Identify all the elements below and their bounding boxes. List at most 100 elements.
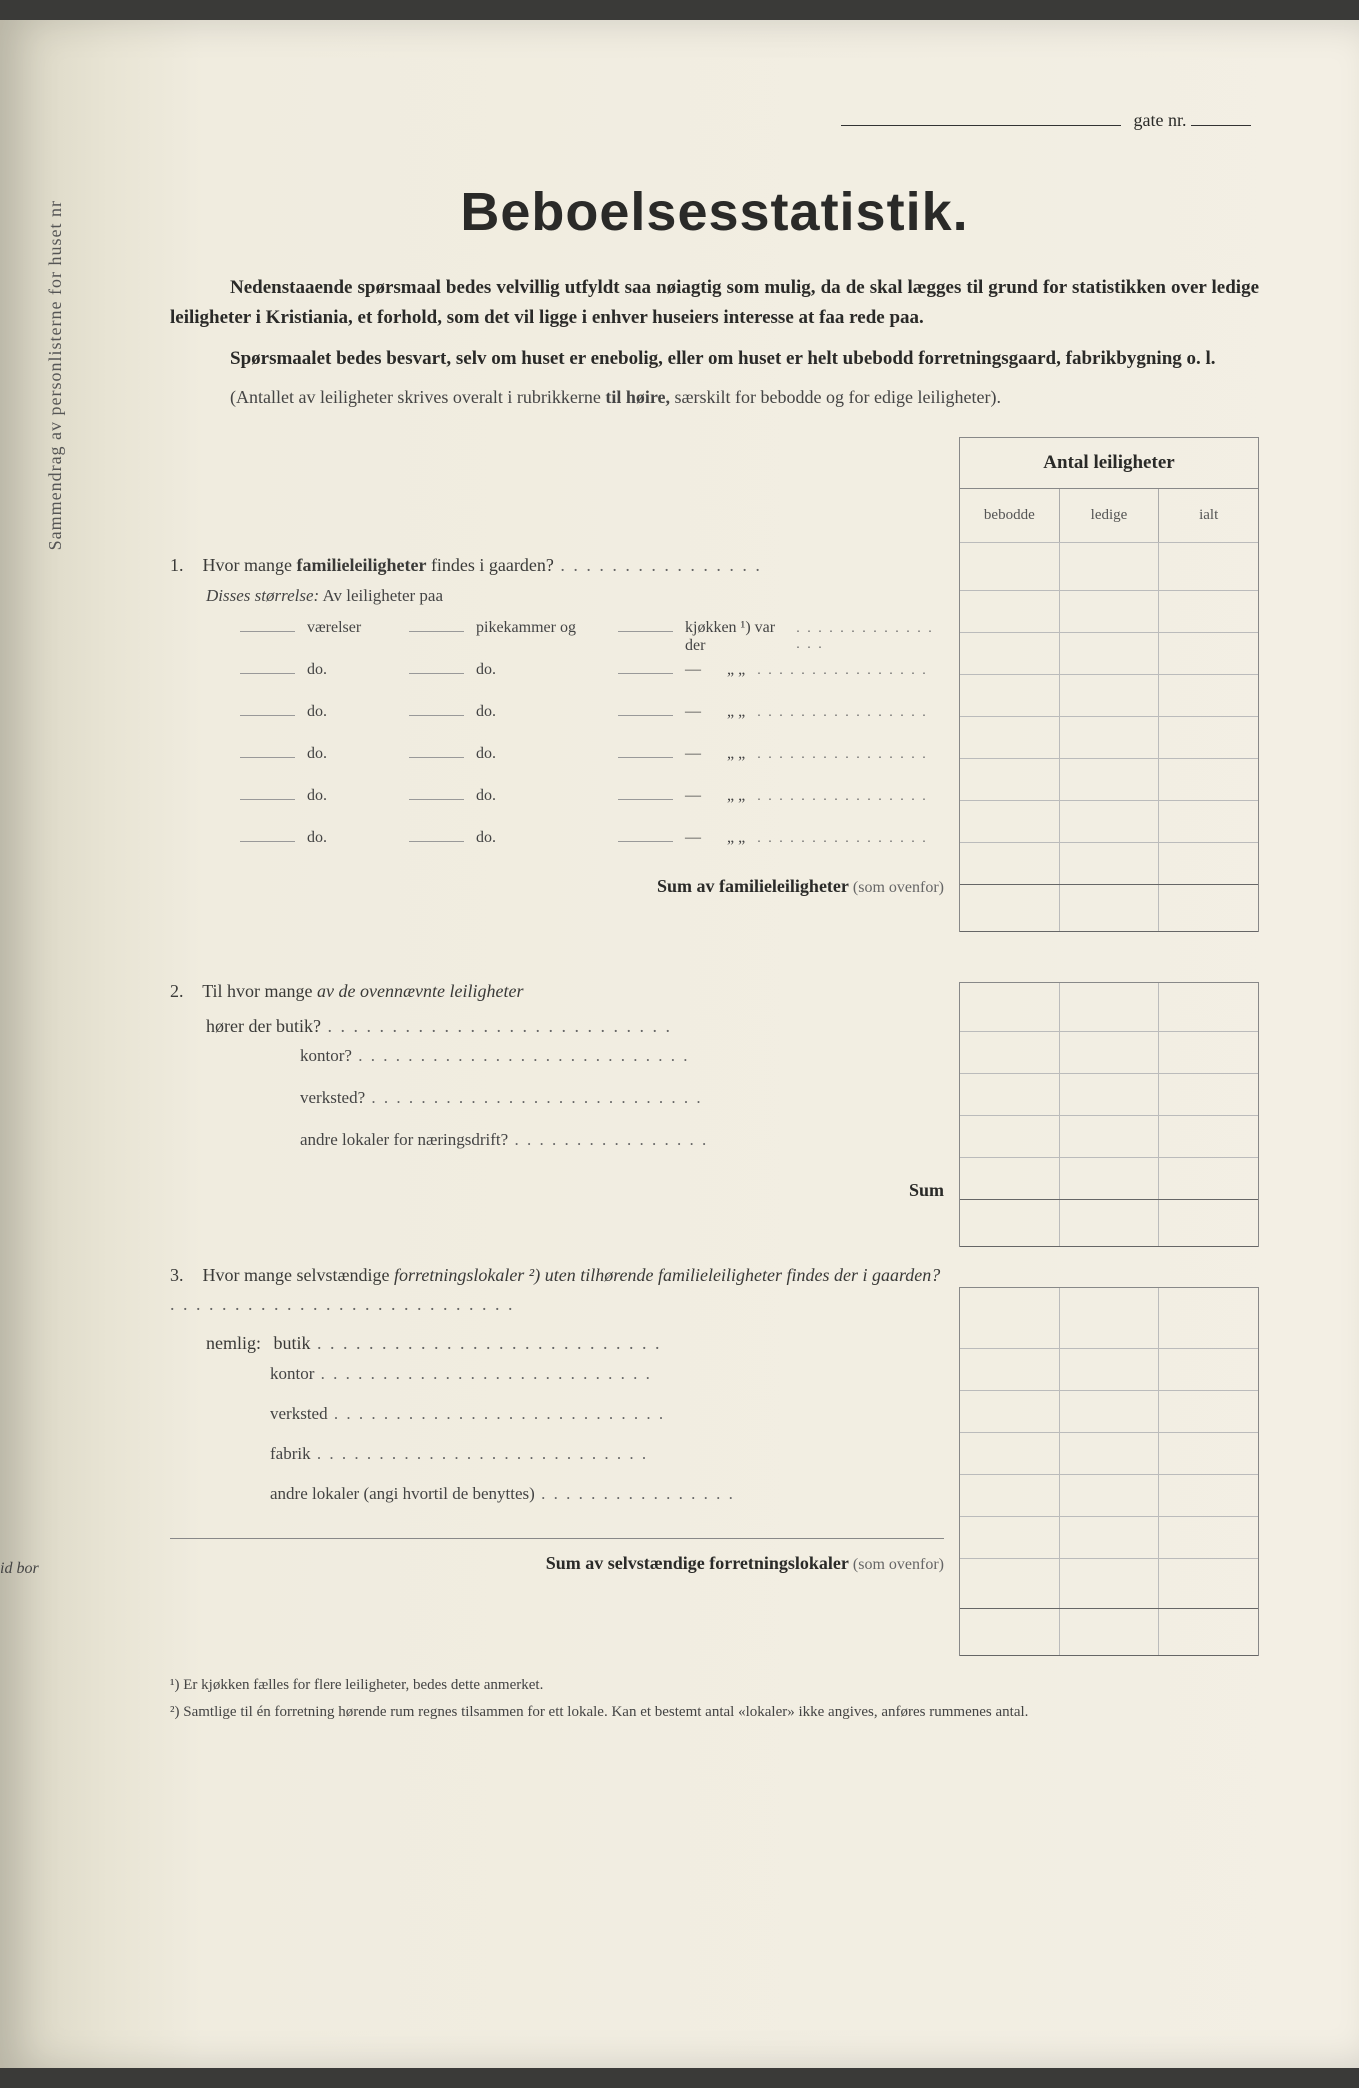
room-row: do. do. — „ „ (240, 700, 944, 736)
table-row (960, 716, 1258, 758)
document-page: Sammendrag av personlisterne for huset n… (0, 20, 1359, 2068)
th-bebodde: bebodde (960, 489, 1060, 542)
table-row (960, 632, 1258, 674)
dots (796, 621, 944, 653)
q2-sub1: kontor? (300, 1046, 352, 1065)
q2-sub3: andre lokaler for næringsdrift? (300, 1130, 508, 1149)
gate-blank (841, 125, 1121, 126)
table-row-sum (960, 884, 1258, 932)
col-vaerelser: værelser (307, 619, 397, 637)
intro-p3a: (Antallet av leiligheter skrives overalt… (230, 387, 605, 407)
do: do. (307, 745, 397, 763)
dots (757, 705, 928, 721)
questions-column: 1. Hvor mange familieleiligheter findes … (170, 437, 959, 1656)
room-header-row: værelser pikekammer og kjøkken ¹) var de… (240, 616, 944, 652)
table-row (960, 1115, 1258, 1157)
table-row (960, 842, 1258, 884)
dots (554, 555, 762, 575)
table-row (960, 1558, 1258, 1608)
table-gap (959, 932, 1259, 982)
question-2: 2. Til hvor mange av de ovennævnte leili… (170, 977, 944, 1006)
q2-num: 2. (170, 977, 198, 1006)
do: do. (476, 829, 606, 847)
dots (365, 1088, 703, 1107)
spacer (170, 521, 944, 551)
intro-p1: Nedenstaaende spørsmaal bedes velvillig … (170, 273, 1259, 334)
dots (757, 747, 928, 763)
q3-sub3: verksted (270, 1404, 328, 1423)
dots (314, 1364, 652, 1383)
footnote-2: ²) Samtlige til én forretning hørende ru… (170, 1701, 1259, 1724)
q1-text-c: findes i gaarden? (426, 555, 553, 575)
ditto: „ „ (727, 829, 745, 847)
dash: — (685, 745, 715, 763)
dots (170, 1294, 515, 1314)
q1-disses-a: Disses størrelse: (206, 586, 319, 605)
q1-sum-line: Sum av familieleiligheter (som ovenfor) (170, 876, 944, 897)
section-gap (170, 1221, 944, 1261)
q2-sub-verksted: verksted? (300, 1088, 944, 1124)
table-row (960, 1516, 1258, 1558)
q1-sum-a: Sum av familieleiligheter (657, 876, 849, 896)
q2-sum-line: Sum (170, 1180, 944, 1201)
q2-line2-text: hører der butik? (206, 1016, 321, 1036)
table-row (960, 1474, 1258, 1516)
q3-sum-a: Sum av selvstændige forretningslokaler (546, 1553, 849, 1573)
q3-sub1: butik (274, 1333, 311, 1353)
page-title: Beboelsesstatistik. (170, 181, 1259, 243)
gate-nr-blank (1191, 125, 1251, 126)
do: do. (476, 787, 606, 805)
blank (618, 616, 673, 632)
th-ialt: ialt (1159, 489, 1258, 542)
q3-sub-kontor: kontor (270, 1364, 944, 1400)
q3-num: 3. (170, 1261, 198, 1290)
do: do. (307, 703, 397, 721)
q1-disses-b: Av leiligheter paa (319, 586, 443, 605)
dots (311, 1444, 649, 1463)
q3-sub5: andre lokaler (angi hvortil de benyttes) (270, 1484, 535, 1503)
question-1: 1. Hvor mange familieleiligheter findes … (170, 551, 944, 580)
do: do. (476, 661, 606, 679)
header-gate-line: gate nr. (170, 110, 1259, 131)
dots (535, 1484, 735, 1503)
intro-p3c: særskilt for bebodde og for edige leilig… (670, 387, 1001, 407)
section-gap (170, 927, 944, 977)
gate-label: gate nr. (1134, 110, 1187, 130)
intro-p2: Spørsmaalet bedes besvart, selv om huset… (170, 344, 1259, 374)
q3-text-a: Hvor mange selvstændige (203, 1265, 394, 1285)
spine-text: Sammendrag av personlisterne for huset n… (45, 200, 66, 550)
do: do. (476, 703, 606, 721)
do: do. (476, 745, 606, 763)
dash: — (685, 661, 715, 679)
table-row (960, 542, 1258, 590)
margin-note: id bor (0, 1560, 39, 1578)
do: do. (307, 787, 397, 805)
divider (170, 1538, 944, 1539)
q2-text-a: Til hvor mange (202, 981, 317, 1001)
room-row: do. do. — „ „ (240, 658, 944, 694)
q3-sub2: kontor (270, 1364, 314, 1383)
q3-sub-verksted: verksted (270, 1404, 944, 1440)
spacer (170, 479, 944, 521)
dots (757, 831, 928, 847)
th-ledige: ledige (1060, 489, 1160, 542)
q3-sub-andre: andre lokaler (angi hvortil de benyttes) (270, 1484, 944, 1520)
main-content: 1. Hvor mange familieleiligheter findes … (170, 437, 1259, 1656)
q2-line2: hører der butik? (206, 1012, 944, 1041)
table-row (960, 1348, 1258, 1390)
dots (508, 1130, 708, 1149)
q2-sub2: verksted? (300, 1088, 365, 1107)
table-column: Antal leiligheter bebodde ledige ialt (959, 437, 1259, 1656)
dots (311, 1333, 662, 1353)
table-row-sum (960, 1608, 1258, 1656)
table-row (960, 983, 1258, 1031)
q2-sum: Sum (909, 1180, 944, 1200)
col-kjokken: kjøkken ¹) var der (685, 619, 784, 655)
col-pikekammer: pikekammer og (476, 619, 606, 637)
q1-num: 1. (170, 551, 198, 580)
table-header-main: Antal leiligheter (960, 438, 1258, 489)
q1-sum-b: (som ovenfor) (849, 879, 944, 896)
table-body (959, 542, 1259, 932)
room-row: do. do. — „ „ (240, 826, 944, 862)
table-row (960, 674, 1258, 716)
